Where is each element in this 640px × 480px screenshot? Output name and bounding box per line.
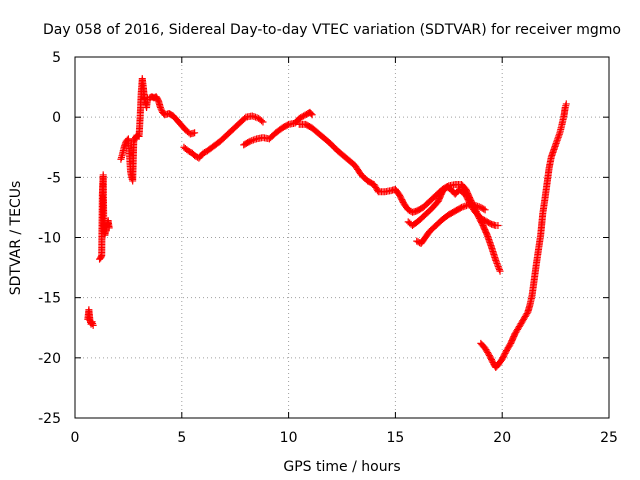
data-point (156, 104, 164, 112)
data-point (496, 267, 504, 275)
data-point (494, 221, 502, 229)
x-tick-label: 0 (71, 430, 80, 446)
data-point (458, 203, 466, 211)
data-point (308, 111, 316, 119)
data-series-sdtvar (84, 75, 570, 371)
y-tick-label: -10 (38, 231, 61, 247)
data-point (492, 256, 500, 264)
grid (75, 57, 609, 418)
data-point (492, 258, 500, 266)
data-point (493, 259, 501, 267)
plot-frame (74, 56, 610, 419)
data-point (89, 321, 97, 329)
x-tick-label: 5 (177, 430, 186, 446)
x-tick-label: 20 (493, 430, 511, 446)
data-point (494, 263, 502, 271)
chart-title: Day 058 of 2016, Sidereal Day-to-day VTE… (43, 22, 621, 38)
data-point (157, 105, 165, 113)
data-point (481, 206, 489, 214)
data-point (307, 110, 315, 118)
data-point (250, 113, 258, 121)
y-tick-label: -25 (38, 411, 61, 427)
y-tick-label: 5 (52, 50, 61, 66)
x-tick-label: 15 (386, 430, 404, 446)
x-tick-label: 10 (280, 430, 298, 446)
data-point (495, 264, 503, 272)
x-axis-label: GPS time / hours (283, 459, 400, 475)
y-axis-label: SDTVAR / TECUs (8, 181, 24, 296)
y-tick-label: -5 (47, 170, 61, 186)
axes: 0 5 10 15 20 25 5 0 -5 -10 -15 -20 -25 (38, 50, 618, 446)
data-point (480, 205, 488, 213)
data-point (494, 261, 502, 269)
data-point (475, 203, 483, 211)
data-point (259, 118, 267, 126)
data-point (258, 117, 266, 125)
data-point (191, 129, 199, 137)
y-tick-label: 0 (52, 110, 61, 126)
data-point (495, 266, 503, 274)
y-tick-label: -20 (38, 351, 61, 367)
data-point (105, 224, 113, 232)
y-tick-label: -15 (38, 291, 61, 307)
x-tick-label: 25 (600, 430, 618, 446)
data-point (562, 100, 570, 108)
